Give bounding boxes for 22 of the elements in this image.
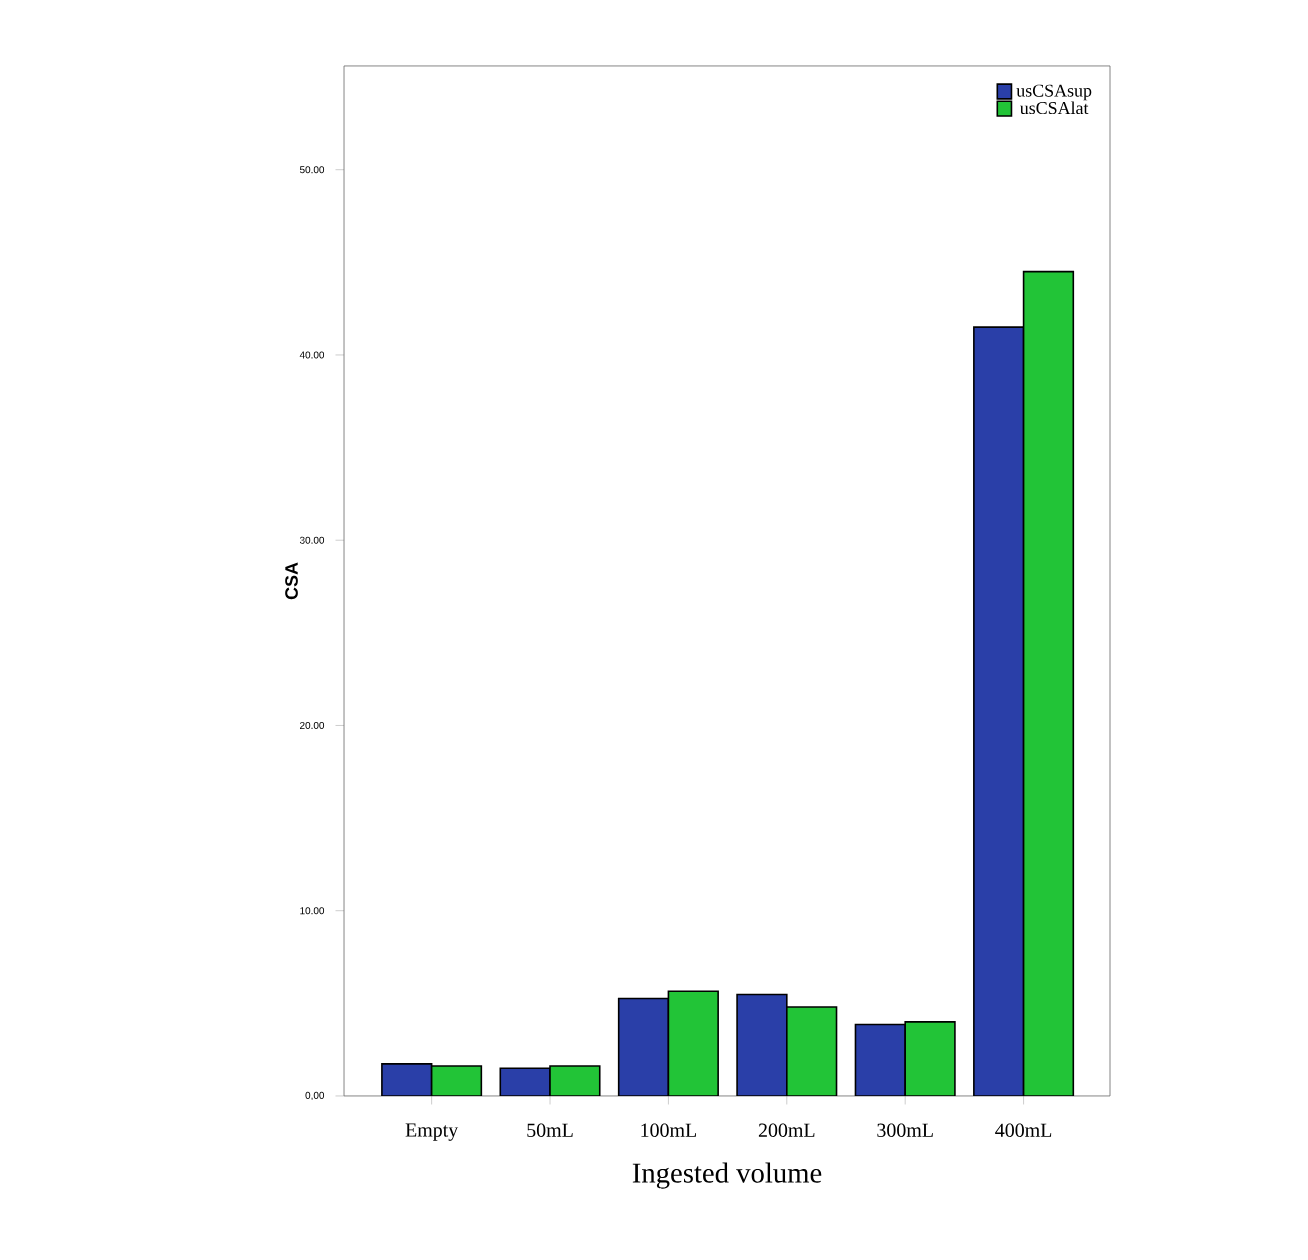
bar: [381, 1063, 432, 1096]
legend-label: usCSAsup: [1016, 84, 1092, 101]
bar: [431, 1065, 482, 1096]
x-axis-title: Ingested volume: [632, 1162, 822, 1189]
bar: [905, 1021, 955, 1096]
bar: [668, 991, 719, 1096]
bar: [973, 326, 1025, 1096]
bar: [855, 1024, 906, 1096]
legend-label: usCSAlat: [1020, 101, 1089, 115]
bar: [550, 1065, 600, 1096]
bar: [618, 998, 669, 1096]
x-tick-label: Empty: [405, 1123, 459, 1141]
x-tick-label: 100mL: [641, 1123, 696, 1137]
bar: [786, 1007, 837, 1096]
bar: [737, 994, 787, 1096]
y-axis-title: CSA: [285, 562, 298, 600]
x-tick-label: 400mL: [995, 1123, 1052, 1137]
x-tick-label: 300mL: [877, 1123, 933, 1137]
bar: [500, 1068, 551, 1096]
x-tick-label: 50mL: [527, 1123, 573, 1137]
x-tick-label: 200mL: [758, 1123, 815, 1137]
bar: [1022, 270, 1075, 1096]
